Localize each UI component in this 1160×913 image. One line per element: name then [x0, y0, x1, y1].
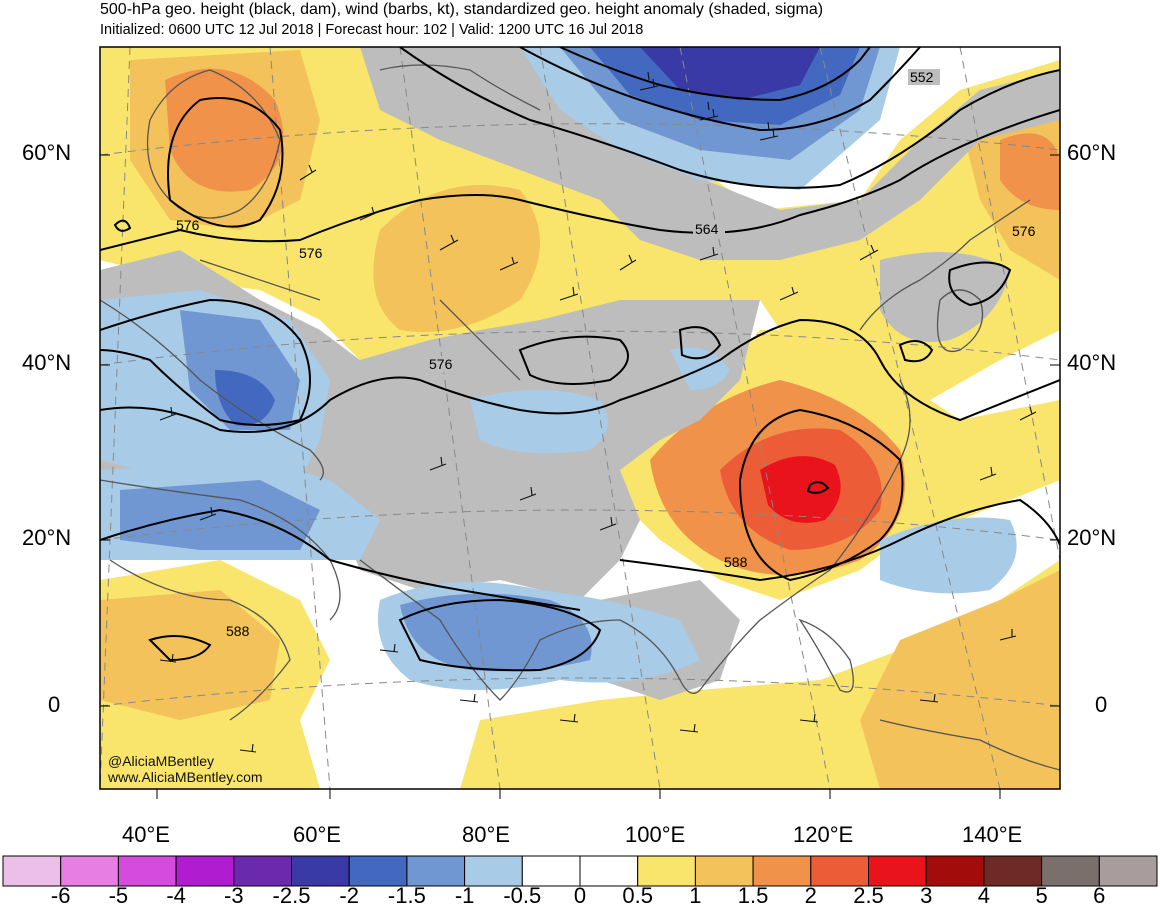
- anomaly-yellow-north: [100, 47, 1060, 420]
- anomaly-blue-mideast-2: [120, 480, 320, 550]
- colorbar-label: -1: [454, 883, 475, 908]
- colorbar-swatch: [694, 855, 754, 887]
- contour-label: 552: [910, 69, 934, 85]
- colorbar-swatch: [464, 855, 523, 887]
- colorbar-swatch: [983, 855, 1043, 887]
- colorbar-swatch: [117, 855, 177, 887]
- map-title: 500-hPa geo. height (black, dam), wind (…: [100, 1, 824, 18]
- colorbar-swatch: [233, 855, 293, 887]
- colorbar-swatch: [868, 855, 927, 887]
- colorbar-swatch: [2, 855, 62, 887]
- colorbar-label: 0: [573, 883, 587, 908]
- colorbar-label: -4: [166, 883, 186, 908]
- colorbar-swatch: [521, 855, 581, 887]
- anomaly-blue-arctic-4: [640, 47, 820, 100]
- colorbar-label: -2: [339, 883, 359, 908]
- anomaly-blue-pacific: [880, 517, 1017, 594]
- lat-label-right: 0: [1095, 692, 1108, 717]
- credit-website: www.AliciaMBentley.com: [108, 769, 263, 785]
- colorbar-swatch: [925, 855, 985, 887]
- colorbar-swatch: [579, 855, 639, 887]
- contour-label: 564: [695, 221, 719, 237]
- colorbar-label: 2.5: [853, 883, 884, 908]
- lon-label: 140°E: [962, 822, 1023, 847]
- lat-label-left: 40°N: [22, 350, 72, 375]
- colorbar-label: 1.5: [737, 883, 769, 908]
- colorbar-label: 1: [689, 883, 702, 908]
- contour-label: 576: [176, 217, 200, 233]
- lat-label-left: 60°N: [22, 140, 72, 165]
- colorbar-label: 5: [1035, 883, 1048, 908]
- colorbar-label: 0.5: [622, 883, 653, 908]
- contour-label: 576: [1012, 223, 1036, 239]
- colorbar-label: -5: [108, 883, 129, 908]
- lon-label: 100°E: [625, 822, 686, 847]
- colorbar-label: 3: [920, 883, 933, 908]
- anomaly-blue-india-2: [400, 593, 592, 672]
- height-contours: [100, 47, 1060, 672]
- map-panel: 552 564 576 576 576 576 588 588: [100, 47, 1060, 789]
- colorbar-label: -6: [50, 883, 71, 908]
- lat-label-left: 0: [48, 692, 61, 717]
- anomaly-blue-tibet: [470, 390, 608, 454]
- contour-label: 576: [429, 356, 453, 372]
- colorbar-swatch: [348, 855, 408, 887]
- lat-label-left: 20°N: [22, 525, 72, 550]
- anomaly-blue-europe-3: [215, 370, 275, 426]
- colorbar-label: -3: [224, 883, 244, 908]
- colorbar: [2, 855, 1158, 887]
- map-subtitle: Initialized: 0600 UTC 12 Jul 2018 | Fore…: [100, 22, 644, 38]
- colorbar-label: -0.5: [503, 883, 542, 908]
- colorbar-swatch: [1041, 855, 1100, 887]
- lon-label: 60°E: [293, 822, 341, 847]
- colorbar-swatch: [752, 855, 812, 887]
- colorbar-label: -2.5: [272, 883, 311, 908]
- colorbar-swatch: [810, 855, 869, 887]
- colorbar-swatch: [291, 855, 350, 887]
- colorbar-swatch: [1098, 855, 1158, 887]
- colorbar-label: 6: [1093, 883, 1106, 908]
- colorbar-label: -1.5: [387, 883, 426, 908]
- anomaly-orange-pacific: [860, 570, 1060, 789]
- anomaly-orange-far-east: [1000, 133, 1060, 210]
- contour-label: 588: [724, 554, 748, 570]
- lon-label: 40°E: [122, 822, 170, 847]
- colorbar-swatch: [175, 855, 235, 887]
- lat-label-right: 60°N: [1067, 140, 1117, 165]
- lon-label: 120°E: [793, 822, 854, 847]
- map-frame: [99, 46, 1061, 790]
- colorbar-swatch: [637, 855, 696, 887]
- anomaly-red-china-core: [760, 456, 841, 523]
- contour-label: 576: [299, 245, 323, 261]
- anomaly-orange-siberia: [373, 185, 540, 332]
- contour-label: 588: [226, 623, 250, 639]
- colorbar-label: 2: [804, 883, 817, 908]
- lat-label-right: 40°N: [1067, 350, 1117, 375]
- anomaly-orange-africa: [100, 590, 280, 720]
- anomaly-gray-japan: [880, 252, 1010, 342]
- wind-barbs: [159, 71, 1037, 753]
- contour-label-group: 552 564 576 576 576 576 588 588: [176, 69, 1036, 639]
- anomaly-gray-north-band: [360, 47, 1060, 260]
- colorbar-swatch: [60, 855, 119, 887]
- credit-handle: @AliciaMBentley: [108, 753, 215, 769]
- colorbar-swatch: [406, 855, 466, 887]
- lat-label-right: 20°N: [1067, 525, 1117, 550]
- colorbar-label: 4: [977, 883, 991, 908]
- coastlines: [100, 64, 1060, 771]
- lon-label: 80°E: [462, 822, 510, 847]
- axis-ticks: [100, 154, 1060, 799]
